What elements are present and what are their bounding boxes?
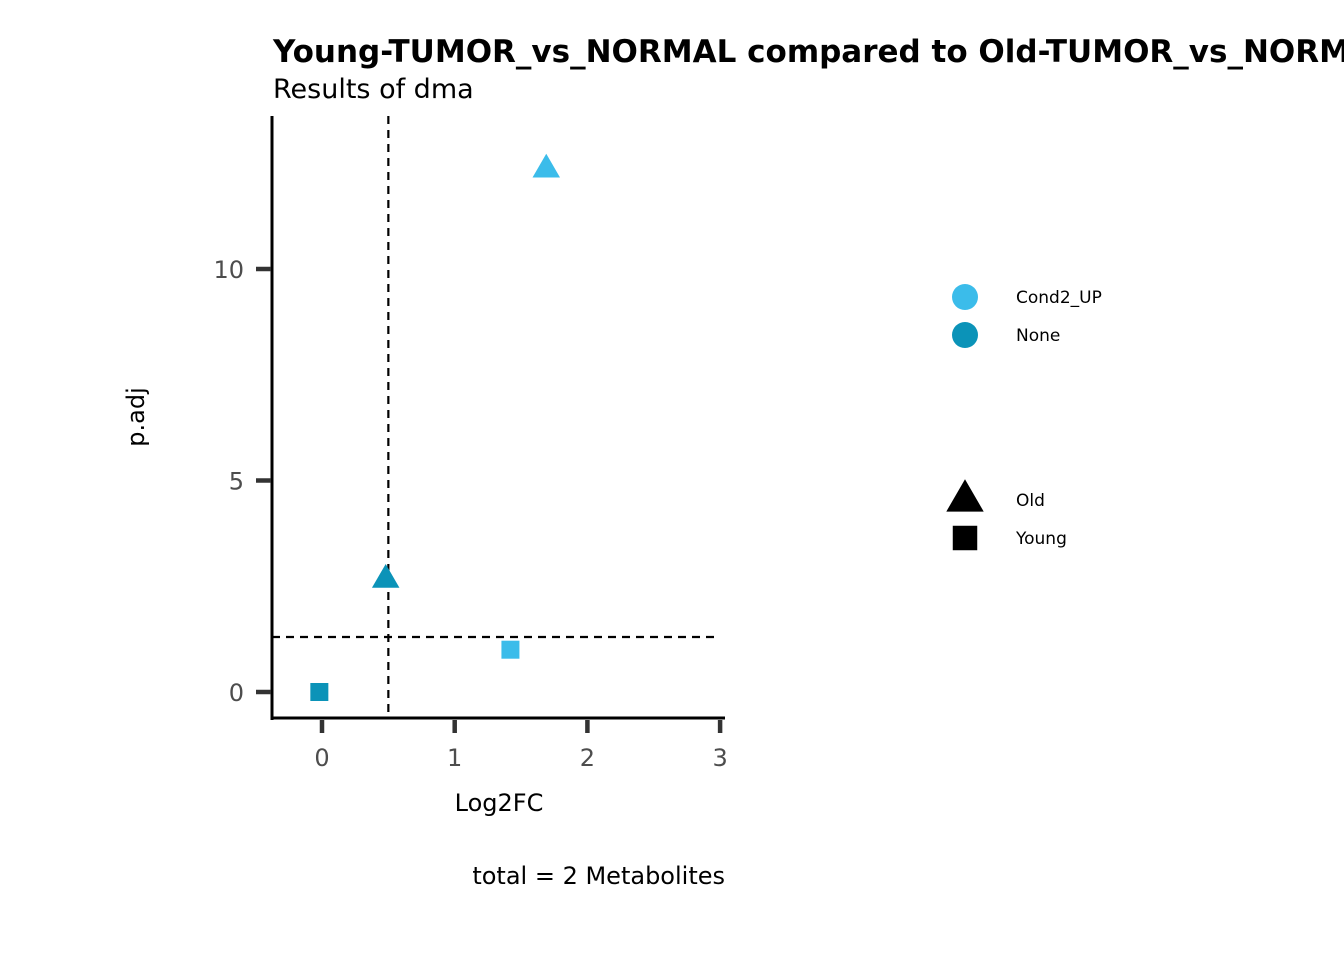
legend-shape-key — [946, 479, 984, 512]
legend-color-label: Cond2_UP — [1016, 288, 1102, 308]
x-tick-label: 2 — [580, 744, 595, 772]
legend-color-key — [952, 322, 978, 348]
y-tick-label: 5 — [229, 468, 244, 496]
chart-title: Young-TUMOR_vs_NORMAL compared to Old-TU… — [272, 34, 1344, 70]
chart-caption: total = 2 Metabolites — [472, 862, 725, 890]
legend-shape-key — [952, 525, 978, 551]
legend: Cond2_UP None Old Young — [946, 284, 1102, 551]
legend-shape-label: Old — [1016, 491, 1045, 511]
data-point-young-cond2-up — [501, 640, 520, 659]
x-tick-label: 1 — [447, 744, 462, 772]
y-tick-label: 0 — [229, 679, 244, 707]
x-axis-title: Log2FC — [455, 789, 544, 817]
data-point-young-none — [310, 683, 329, 701]
legend-color-label: None — [1016, 326, 1060, 346]
y-tick-label: 10 — [213, 256, 244, 284]
x-tick-label: 3 — [712, 744, 727, 772]
y-axis-title: p.adj — [122, 387, 150, 446]
chart-subtitle: Results of dma — [273, 74, 474, 105]
plot-area — [272, 116, 720, 718]
x-tick-label: 0 — [314, 744, 329, 772]
legend-shape-label: Young — [1015, 529, 1067, 549]
legend-color-key — [952, 284, 978, 310]
data-point-old-cond2-up — [532, 153, 561, 178]
data-point-old-none — [371, 564, 400, 588]
